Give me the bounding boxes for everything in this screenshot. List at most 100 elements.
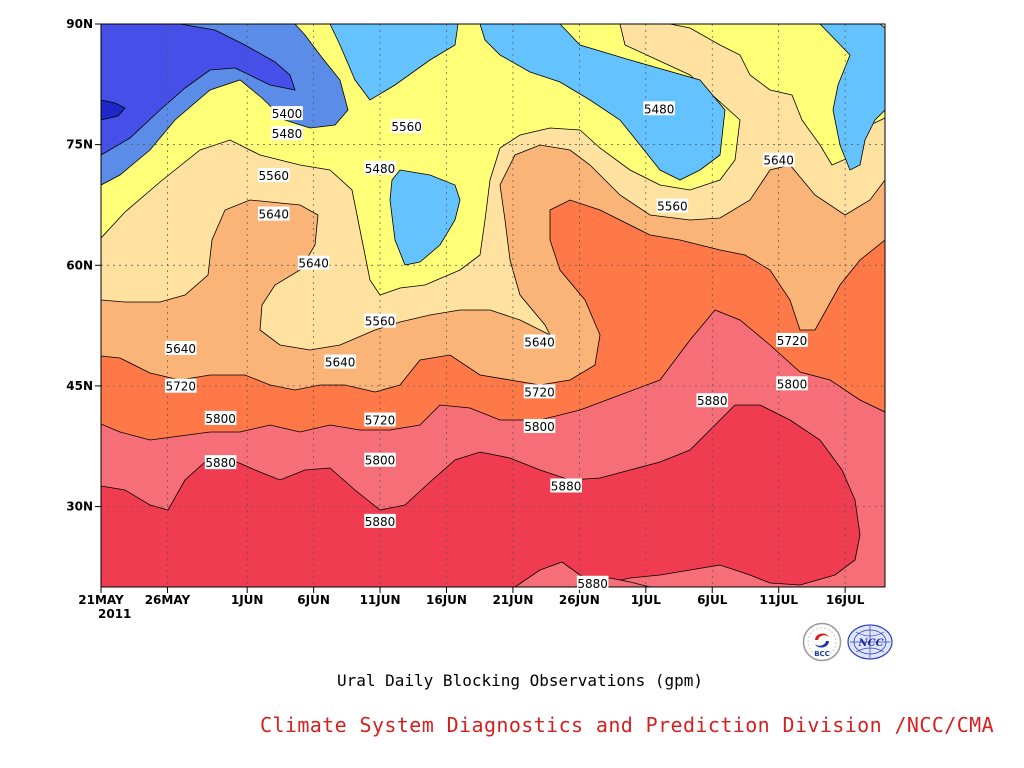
contour-label-text: 5480	[644, 102, 675, 116]
contour-label-text: 5560	[258, 169, 289, 183]
x-tick-label: 21JUN	[492, 593, 533, 607]
contour-label-text: 5880	[697, 394, 728, 408]
contour-label-text: 5560	[391, 120, 422, 134]
contour-label-text: 5480	[272, 127, 303, 141]
contour-label-bg	[204, 410, 237, 425]
contour-label-text: 5640	[298, 257, 329, 271]
contour-label-text: 5880	[577, 577, 608, 591]
x-axis: 21MAY 26MAY 1JUN 6JUN 11JUN 16JUN 21JUN 26JUN 1J…	[78, 587, 865, 621]
band-lt5320	[101, 99, 126, 121]
contour-label: 5800	[364, 452, 396, 468]
contour-label-bg	[364, 412, 396, 427]
contour-label-bg	[776, 376, 808, 391]
contour-label: 5560	[257, 168, 290, 183]
y-tick-label: 45N	[66, 379, 93, 393]
x-tick-label: 1JUL	[631, 593, 662, 607]
contour-label: 5560	[656, 198, 689, 214]
x-tick-label: 16JUL	[826, 593, 865, 607]
contour-label-bg	[271, 106, 303, 121]
credit-line: Climate System Diagnostics and Predictio…	[260, 713, 995, 737]
x-tick-label: 26JUN	[559, 593, 600, 607]
contour-label: 5640	[297, 255, 330, 271]
y-tick-label: 90N	[66, 17, 93, 31]
contour-label: 5400	[271, 106, 303, 121]
contour-label-bg	[550, 478, 582, 493]
x-tick-label: 6JUN	[297, 593, 330, 607]
contour-label: 5640	[762, 152, 795, 168]
contour-labels: 5400 5480 5560 5480 5560 5640 5640 5560 5640 5640…	[164, 101, 808, 591]
contour-label-bg	[271, 126, 303, 141]
band-5960-plus	[101, 404, 861, 587]
contour-label-text: 5880	[365, 515, 396, 529]
y-tick-label: 60N	[66, 258, 93, 272]
contour-label-text: 5560	[365, 315, 396, 329]
contour-label-text: 5720	[365, 414, 396, 428]
y-tick-label: 30N	[66, 500, 93, 514]
contour-label-bg	[643, 101, 675, 116]
x-tick-label: 1JUN	[231, 593, 264, 607]
contour-label-text: 5720	[777, 334, 808, 348]
contour-label-text: 5640	[763, 154, 794, 168]
contour-label-bg	[390, 118, 423, 133]
contour-field	[101, 24, 885, 587]
contour-label-text: 5800	[777, 377, 808, 391]
contour-label: 5720	[164, 378, 197, 394]
contour-label: 5880	[550, 478, 582, 493]
contour-label: 5640	[257, 206, 290, 222]
bcc-logo: BCC	[802, 622, 842, 662]
contour-label: 5880	[364, 513, 396, 529]
x-year-label: 2011	[98, 607, 131, 621]
contour-label-text: 5880	[551, 479, 582, 493]
contour-label-bg	[364, 160, 396, 175]
contour-label: 5560	[390, 118, 423, 134]
contour-label: 5560	[364, 313, 396, 329]
contour-label: 5800	[523, 418, 556, 434]
contour-label-text: 5560	[657, 200, 688, 214]
contour-label-bg	[776, 332, 808, 347]
contour-label: 5480	[643, 101, 675, 116]
contour-label: 5720	[776, 332, 808, 348]
contour-label: 5800	[204, 410, 237, 426]
contour-label-bg	[656, 198, 689, 213]
chart-title: Ural Daily Blocking Observations (gpm)	[336, 671, 704, 690]
contour-label-text: 5640	[524, 335, 555, 349]
x-tick-label: 21MAY	[78, 593, 124, 607]
contour-label-bg	[696, 393, 729, 408]
contour-label-bg	[762, 152, 795, 167]
contour-label-text: 5800	[524, 420, 555, 434]
contour-label: 5480	[364, 160, 396, 176]
contour-label-bg	[297, 255, 330, 270]
band-5320-5400	[101, 24, 296, 156]
contour-label-text: 5400	[272, 107, 303, 121]
contour-label: 5640	[324, 354, 356, 370]
chart: 30N 45N 60N 75N 90N 21MAY 26MAY 1JUN 6JUN 11JUN 1…	[66, 17, 886, 621]
contour-label-bg	[364, 452, 396, 467]
contour-label-bg	[164, 340, 197, 355]
contour-label-text: 5800	[365, 454, 396, 468]
contour-label-bg	[324, 354, 356, 369]
contour-label-text: 5720	[524, 385, 555, 399]
x-tick-label: 26MAY	[145, 593, 191, 607]
plot-frame	[100, 23, 886, 588]
contour-label-bg	[204, 455, 237, 470]
contour-label-bg	[364, 513, 396, 528]
ncc-logo-text: NCC	[857, 638, 883, 649]
contour-label-text: 5640	[165, 342, 196, 356]
contour-label: 5720	[523, 384, 556, 399]
contour-label-bg	[523, 384, 556, 399]
contour-label: 5880	[204, 455, 237, 470]
contour-label-bg	[257, 206, 290, 221]
x-tick-label: 16JUN	[426, 593, 467, 607]
contour-label: 5800	[776, 376, 808, 391]
contour-label-text: 5480	[365, 162, 396, 176]
contour-label-text: 5880	[205, 456, 236, 470]
y-tick-label: 75N	[66, 138, 93, 152]
contour-label: 5640	[523, 334, 556, 349]
x-tick-label: 11JUL	[759, 593, 798, 607]
x-tick-label: 6JUL	[697, 593, 728, 607]
band-5480-5560	[101, 24, 885, 266]
contour-label: 5480	[271, 126, 303, 141]
contour-label-bg	[523, 334, 556, 349]
y-axis: 30N 45N 60N 75N 90N	[66, 17, 101, 514]
ncc-logo: NCC	[847, 624, 893, 660]
